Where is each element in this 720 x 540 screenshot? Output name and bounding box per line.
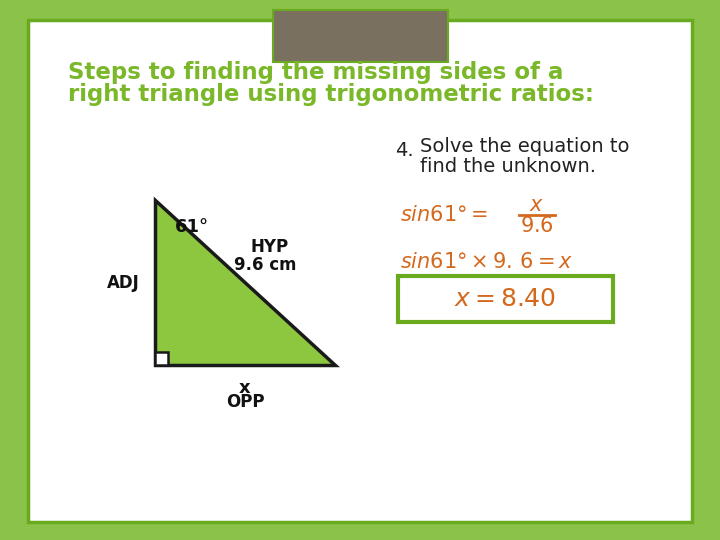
FancyBboxPatch shape (272, 10, 448, 62)
Text: 61°: 61° (175, 218, 209, 236)
Text: Solve the equation to: Solve the equation to (420, 138, 629, 157)
Text: HYP: HYP (251, 239, 289, 256)
Text: $\mathit{sin61°} =$: $\mathit{sin61°} =$ (400, 205, 488, 225)
Text: Steps to finding the missing sides of a: Steps to finding the missing sides of a (68, 60, 563, 84)
Polygon shape (155, 200, 335, 365)
Text: find the unknown.: find the unknown. (420, 157, 596, 176)
Text: $\mathit{9.6}$: $\mathit{9.6}$ (520, 216, 554, 236)
Text: right triangle using trigonometric ratios:: right triangle using trigonometric ratio… (68, 84, 594, 106)
Text: ADJ: ADJ (107, 273, 140, 292)
Text: $\mathit{x} = \mathit{8.40}$: $\mathit{x} = \mathit{8.40}$ (454, 287, 557, 311)
FancyBboxPatch shape (28, 20, 692, 522)
Text: 9.6 cm: 9.6 cm (234, 256, 296, 274)
Text: OPP: OPP (226, 393, 264, 411)
Text: $\mathit{x}$: $\mathit{x}$ (529, 195, 544, 215)
Text: 4.: 4. (395, 140, 413, 159)
Bar (155, 352, 168, 365)
FancyBboxPatch shape (398, 276, 613, 322)
Text: $\mathit{sin61°} \times \mathit{9.\,6} = \mathit{x}$: $\mathit{sin61°} \times \mathit{9.\,6} =… (400, 252, 573, 272)
Text: x: x (239, 379, 251, 397)
